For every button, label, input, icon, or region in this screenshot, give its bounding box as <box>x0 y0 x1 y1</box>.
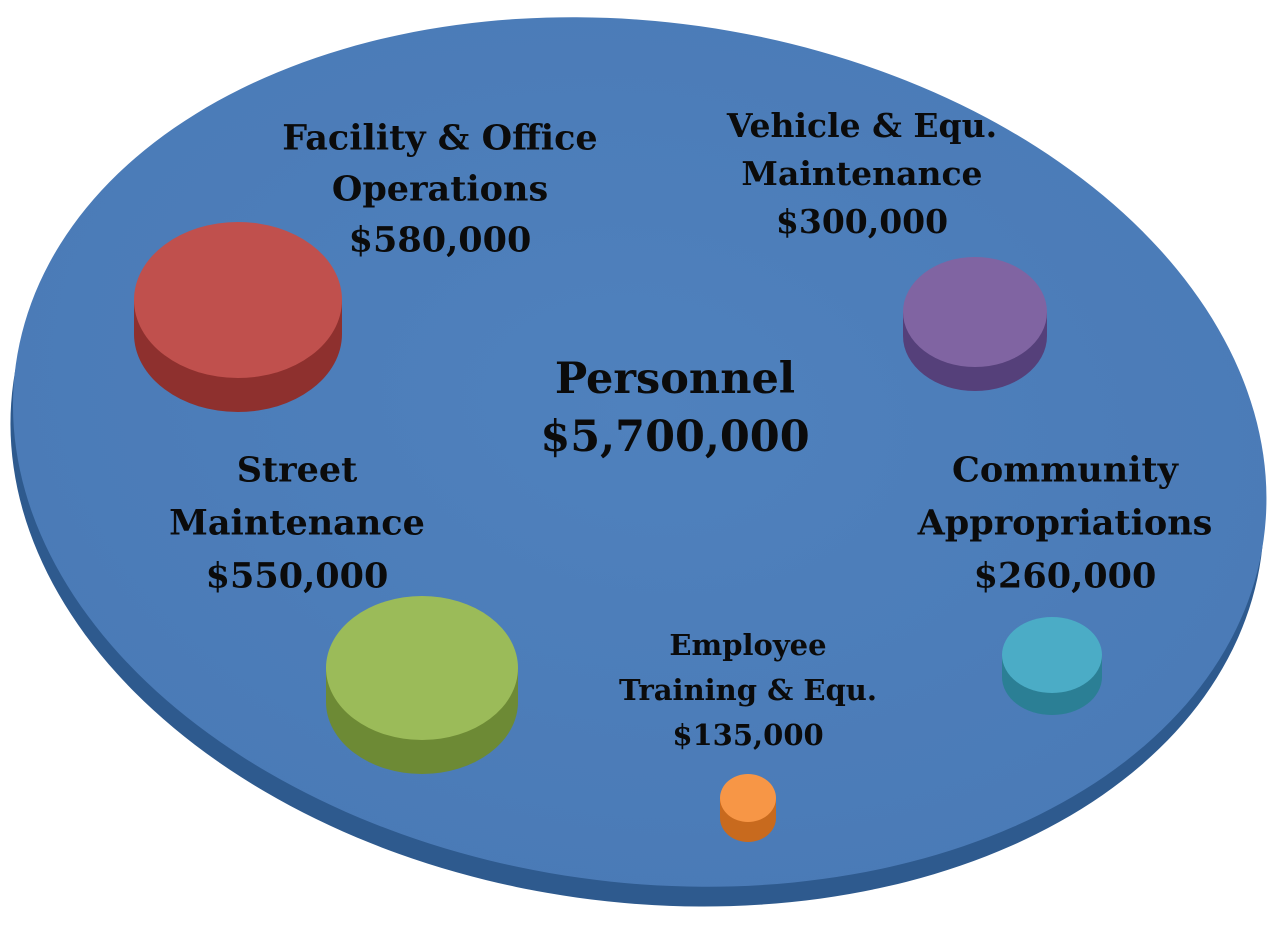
node-amount: $5,700,000 <box>540 412 809 462</box>
node-amount: $580,000 <box>349 220 532 261</box>
node-label: Personnel <box>555 354 795 404</box>
node-amount: $300,000 <box>776 202 948 241</box>
node-label: Facility & Office <box>282 118 597 159</box>
puck-top <box>1002 617 1102 693</box>
labels: Facility & Office Operations $580,000 Vehic… <box>169 106 1212 752</box>
node-label: Operations <box>332 169 548 210</box>
node-label: Training & Equ. <box>619 673 877 707</box>
node-amount: $550,000 <box>206 556 389 597</box>
puck-top <box>720 774 776 822</box>
puck-top <box>903 257 1047 367</box>
node-label: Vehicle & Equ. <box>726 106 997 145</box>
node-label: Street <box>237 450 358 491</box>
pucks <box>134 222 1102 842</box>
node-amount: $260,000 <box>974 556 1157 597</box>
node-label: Community <box>952 450 1180 491</box>
node-label: Employee <box>669 628 826 662</box>
puck-top <box>326 596 518 740</box>
node-label: Maintenance <box>169 503 425 544</box>
node-amount: $135,000 <box>672 718 823 752</box>
node-label: Appropriations <box>917 503 1213 544</box>
puck-top <box>134 222 342 378</box>
node-label: Maintenance <box>741 154 982 193</box>
